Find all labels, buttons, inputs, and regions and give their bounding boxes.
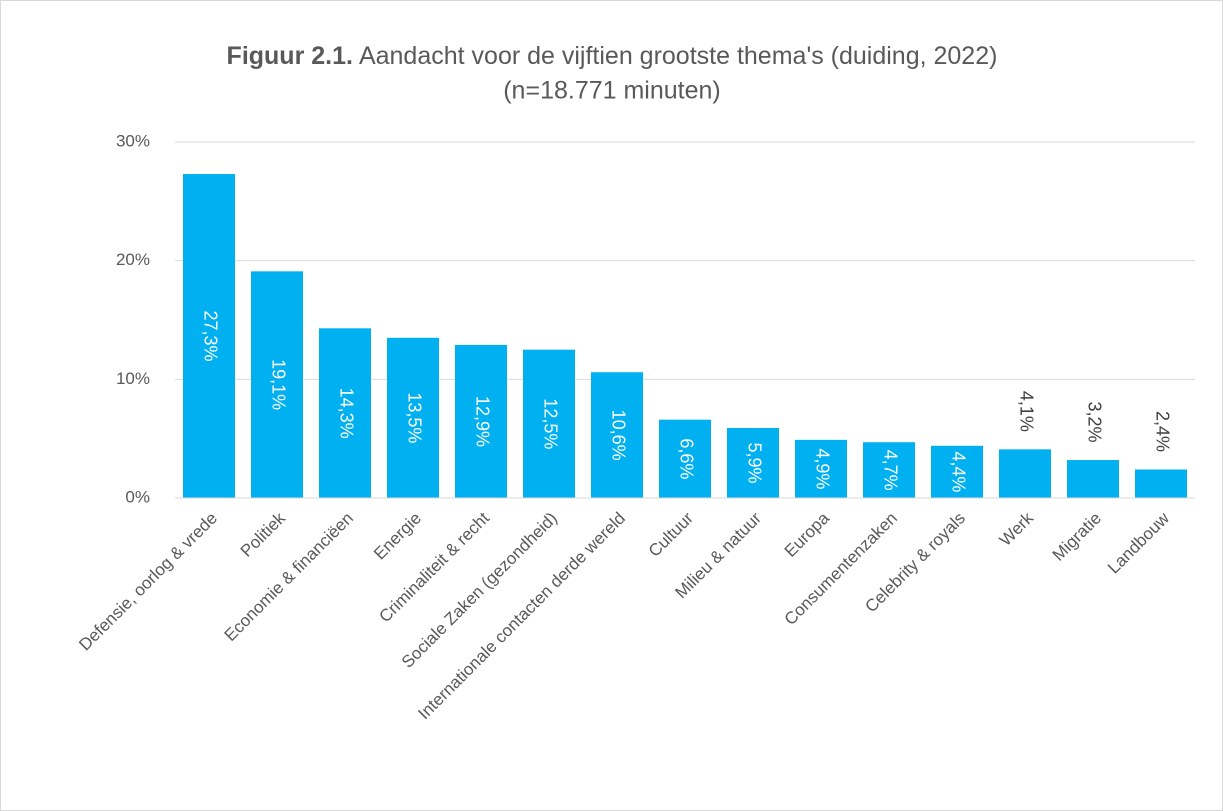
chart-title-line: Figuur 2.1. Aandacht voor de vijftien gro… [227, 42, 998, 70]
bar [727, 427, 779, 498]
bar [251, 271, 303, 498]
y-tick-label: 0% [125, 487, 150, 506]
value-label: 4,1% [1016, 391, 1036, 432]
value-label: 14,3% [336, 388, 356, 439]
value-label: 4,4% [948, 451, 968, 492]
bar [183, 174, 235, 499]
bar [931, 445, 983, 498]
bar [999, 449, 1051, 498]
chart-title: Aandacht voor de vijftien grootste thema… [359, 42, 998, 70]
y-tick-label: 20% [116, 250, 150, 269]
value-label: 10,6% [608, 410, 628, 461]
bar [319, 328, 371, 498]
value-label: 13,5% [404, 392, 424, 443]
bar [455, 344, 507, 498]
value-label: 12,9% [472, 396, 492, 447]
value-label: 12,5% [540, 398, 560, 449]
bar [1067, 460, 1119, 498]
y-tick-label: 10% [116, 369, 150, 388]
value-label: 2,4% [1152, 411, 1172, 452]
bar [387, 337, 439, 498]
y-tick-label: 30% [116, 131, 150, 150]
bar [523, 349, 575, 498]
chart-subtitle: (n=18.771 minuten) [503, 77, 721, 105]
value-label: 4,9% [812, 448, 832, 489]
value-label: 19,1% [268, 359, 288, 410]
bar [863, 442, 915, 498]
value-label: 3,2% [1084, 402, 1104, 443]
value-label: 27,3% [200, 310, 220, 361]
value-label: 6,6% [676, 438, 696, 479]
value-label: 4,7% [880, 450, 900, 491]
bar [591, 372, 643, 498]
bar [659, 419, 711, 498]
bar [1135, 469, 1187, 498]
value-label: 5,9% [744, 442, 764, 483]
bar [795, 439, 847, 498]
title-prefix: Figuur 2.1. [227, 42, 353, 70]
